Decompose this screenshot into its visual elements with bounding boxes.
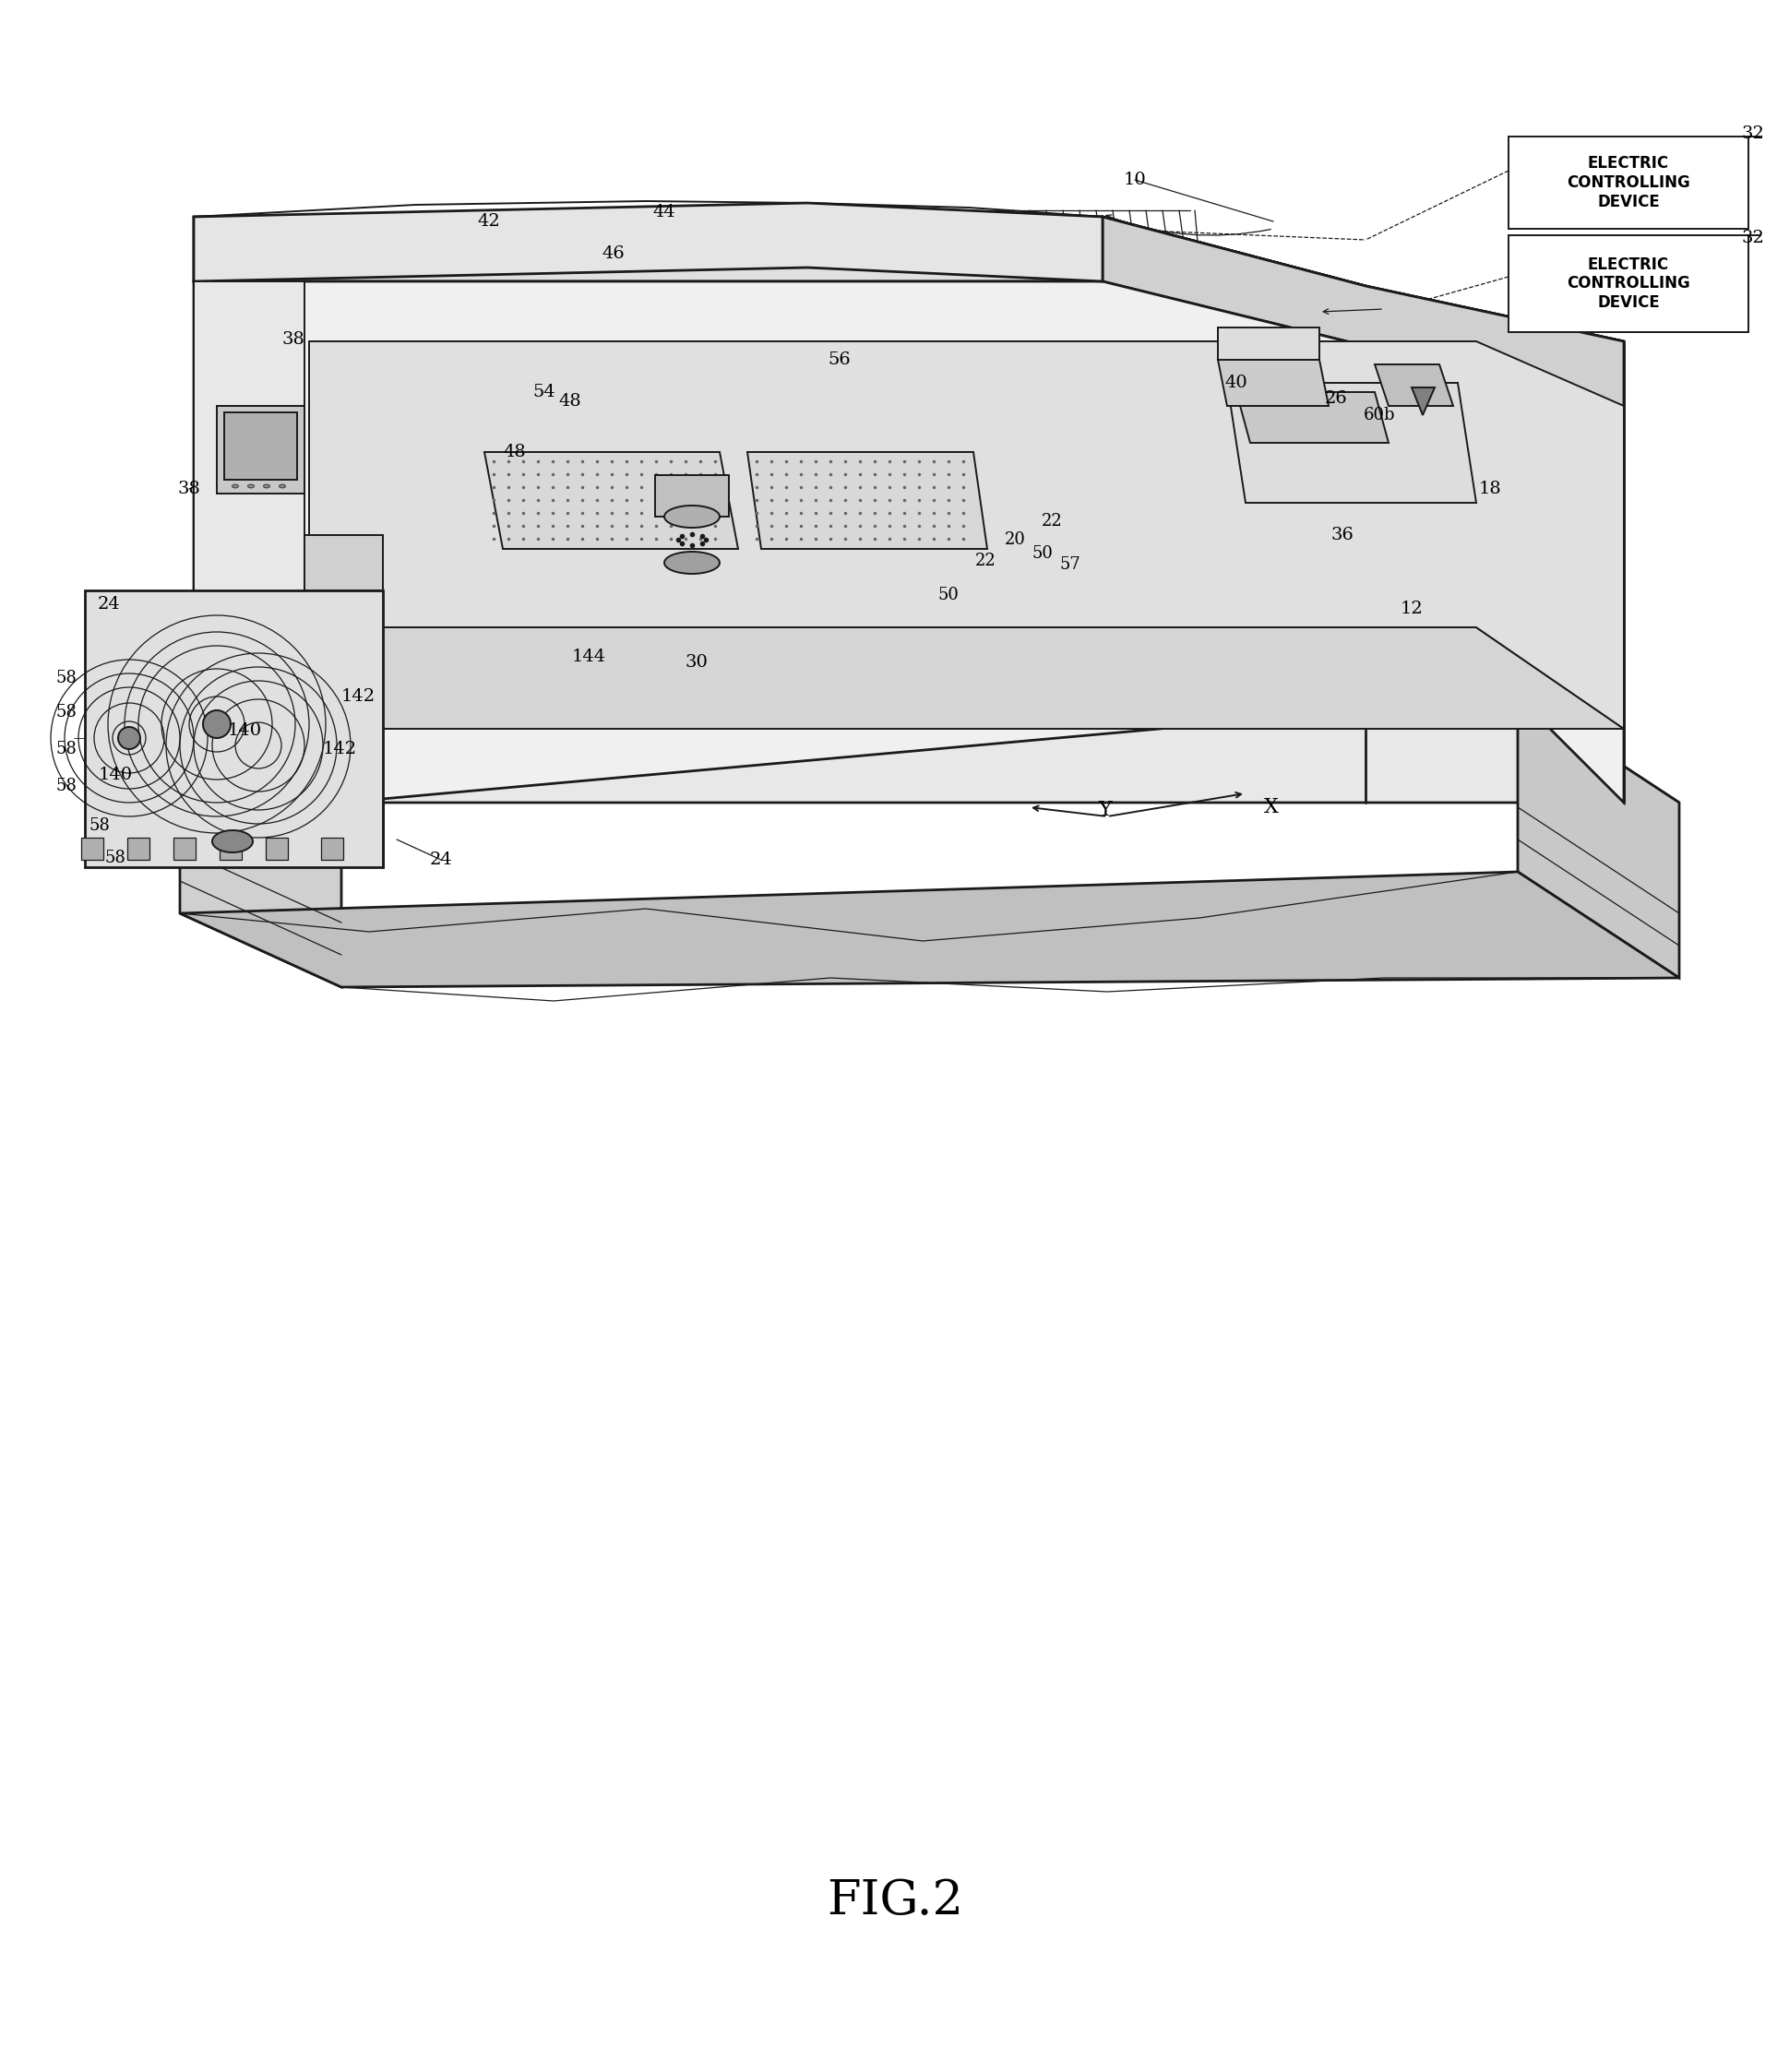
Polygon shape [485, 452, 737, 549]
Text: 32: 32 [1741, 230, 1764, 247]
Text: 32: 32 [1741, 126, 1764, 143]
Bar [220, 837, 242, 860]
Text: Y: Y [1098, 800, 1111, 821]
Polygon shape [748, 452, 988, 549]
Text: 58: 58 [55, 669, 77, 686]
Text: 20: 20 [1004, 530, 1025, 547]
Text: 24: 24 [97, 597, 120, 613]
Text: 48: 48 [558, 394, 581, 410]
Text: 42: 42 [478, 213, 501, 230]
Text: 140: 140 [227, 723, 261, 740]
Bar [174, 837, 195, 860]
Text: 58: 58 [106, 850, 125, 866]
Text: 40: 40 [1224, 375, 1247, 392]
Polygon shape [1412, 387, 1435, 414]
Polygon shape [216, 406, 304, 493]
Text: 140: 140 [98, 767, 132, 783]
Ellipse shape [263, 485, 270, 489]
Polygon shape [309, 628, 1623, 729]
Polygon shape [193, 282, 1623, 802]
Bar [1508, 137, 1748, 228]
Ellipse shape [213, 831, 252, 852]
Text: 50: 50 [937, 586, 959, 603]
Polygon shape [1217, 361, 1327, 406]
Polygon shape [1217, 327, 1318, 361]
Text: 30: 30 [685, 655, 708, 671]
Text: 10: 10 [1123, 172, 1145, 189]
Polygon shape [84, 591, 383, 868]
Polygon shape [1517, 696, 1678, 978]
Text: 38: 38 [283, 332, 304, 348]
Text: 58: 58 [55, 742, 77, 758]
Bar [265, 837, 288, 860]
Text: 22: 22 [1041, 514, 1061, 530]
Polygon shape [193, 203, 1102, 282]
Polygon shape [1102, 218, 1623, 406]
Text: 58: 58 [89, 816, 111, 833]
Polygon shape [181, 696, 342, 986]
Bar [81, 837, 104, 860]
Text: 38: 38 [177, 481, 200, 497]
Text: 54: 54 [533, 383, 556, 400]
Text: 44: 44 [653, 203, 676, 220]
Text: 48: 48 [503, 443, 526, 460]
Bar [320, 837, 343, 860]
Polygon shape [655, 474, 728, 516]
Text: 142: 142 [322, 742, 356, 758]
Polygon shape [304, 535, 383, 591]
Polygon shape [193, 218, 1365, 346]
Bar [127, 837, 150, 860]
Text: 142: 142 [340, 688, 376, 704]
Text: 12: 12 [1399, 601, 1422, 617]
Ellipse shape [664, 551, 719, 574]
Text: 58: 58 [55, 704, 77, 721]
Text: ELECTRIC
CONTROLLING
DEVICE: ELECTRIC CONTROLLING DEVICE [1565, 155, 1689, 209]
Text: 36: 36 [1331, 526, 1352, 543]
Text: 46: 46 [601, 244, 624, 261]
Ellipse shape [247, 485, 254, 489]
Text: FIG.2: FIG.2 [827, 1877, 962, 1925]
Ellipse shape [233, 485, 238, 489]
Polygon shape [224, 412, 297, 481]
Bar [1508, 236, 1748, 332]
Text: ELECTRIC
CONTROLLING
DEVICE: ELECTRIC CONTROLLING DEVICE [1565, 257, 1689, 311]
Text: 26: 26 [1324, 390, 1347, 406]
Text: 57: 57 [1059, 555, 1081, 572]
Text: 22: 22 [975, 553, 995, 570]
Polygon shape [1236, 392, 1388, 443]
Text: 58: 58 [55, 777, 77, 794]
Text: 18: 18 [1478, 481, 1501, 497]
Ellipse shape [202, 711, 231, 738]
Polygon shape [1374, 365, 1453, 406]
Polygon shape [181, 872, 1678, 986]
Polygon shape [181, 696, 1678, 802]
Polygon shape [1227, 383, 1476, 503]
Text: 56: 56 [828, 352, 850, 369]
Text: 50: 50 [1032, 545, 1052, 562]
Text: 144: 144 [571, 649, 605, 665]
Text: 24: 24 [429, 852, 453, 868]
Polygon shape [309, 342, 1623, 729]
Text: X: X [1263, 798, 1277, 816]
Text: 60b: 60b [1363, 406, 1395, 423]
Polygon shape [193, 282, 304, 628]
Ellipse shape [279, 485, 286, 489]
Ellipse shape [664, 506, 719, 528]
Ellipse shape [118, 727, 140, 750]
